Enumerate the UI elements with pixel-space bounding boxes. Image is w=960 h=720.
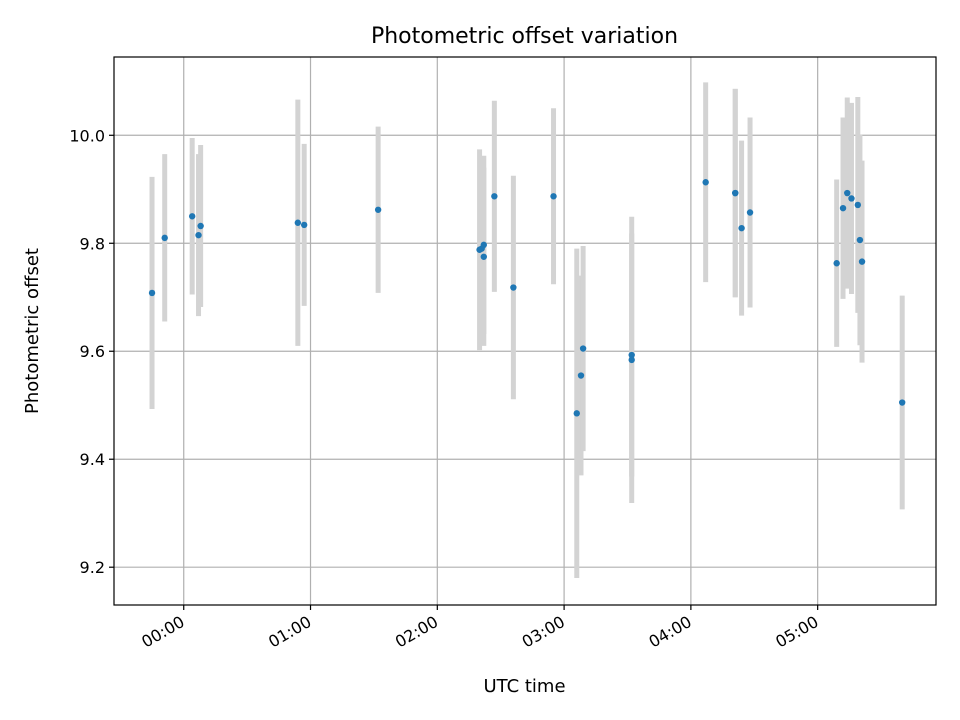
- data-point: [898, 399, 906, 406]
- error-bars: [149, 82, 905, 579]
- y-tick-label: 9.4: [80, 450, 105, 469]
- data-point: [510, 284, 517, 291]
- y-axis-label: Photometric offset: [22, 248, 43, 414]
- x-tick-label: 01:00: [265, 612, 314, 652]
- y-tick-label: 9.6: [80, 342, 105, 361]
- data-point: [573, 410, 580, 417]
- data-point: [300, 221, 308, 229]
- chart-title: Photometric offset variation: [371, 24, 678, 49]
- data-point: [577, 372, 585, 379]
- data-point: [858, 258, 866, 265]
- y-tick-label: 9.8: [80, 234, 105, 253]
- data-point: [702, 179, 709, 186]
- y-tick-label: 9.2: [80, 558, 105, 577]
- data-point: [374, 206, 382, 213]
- data-point: [480, 253, 487, 260]
- data-point: [148, 289, 156, 297]
- data-point: [854, 201, 862, 209]
- grid: [114, 57, 936, 605]
- data-point: [839, 204, 847, 212]
- data-point: [628, 351, 635, 359]
- plot-frame: [113, 56, 937, 606]
- data-point: [833, 260, 840, 267]
- x-tick-label: 02:00: [392, 612, 441, 652]
- data-point: [738, 224, 745, 232]
- data-point: [161, 234, 168, 242]
- axis-ticks: 00:00 01:00 02:00 03:00 04:00 05:00 9.2 9.4 9.6 9…: [69, 126, 821, 651]
- x-tick-label: 00:00: [138, 612, 187, 652]
- data-point: [480, 241, 487, 249]
- x-tick-label: 05:00: [772, 612, 821, 652]
- data-point: [188, 213, 196, 220]
- data-point: [848, 195, 855, 202]
- x-axis-label: UTC time: [483, 676, 565, 697]
- data-point: [197, 222, 204, 230]
- data-point: [195, 231, 202, 239]
- data-point: [732, 189, 739, 197]
- data-point: [628, 356, 635, 364]
- data-point: [746, 209, 754, 216]
- data-point: [579, 345, 587, 352]
- data-point: [550, 193, 557, 200]
- data-point: [844, 189, 851, 197]
- x-tick-label: 03:00: [519, 612, 568, 652]
- data-points: [148, 179, 906, 417]
- y-tick-label: 10.0: [69, 126, 105, 145]
- data-point: [294, 219, 302, 226]
- data-point: [491, 193, 498, 200]
- x-tick-label: 04:00: [645, 612, 694, 652]
- data-point: [856, 236, 864, 244]
